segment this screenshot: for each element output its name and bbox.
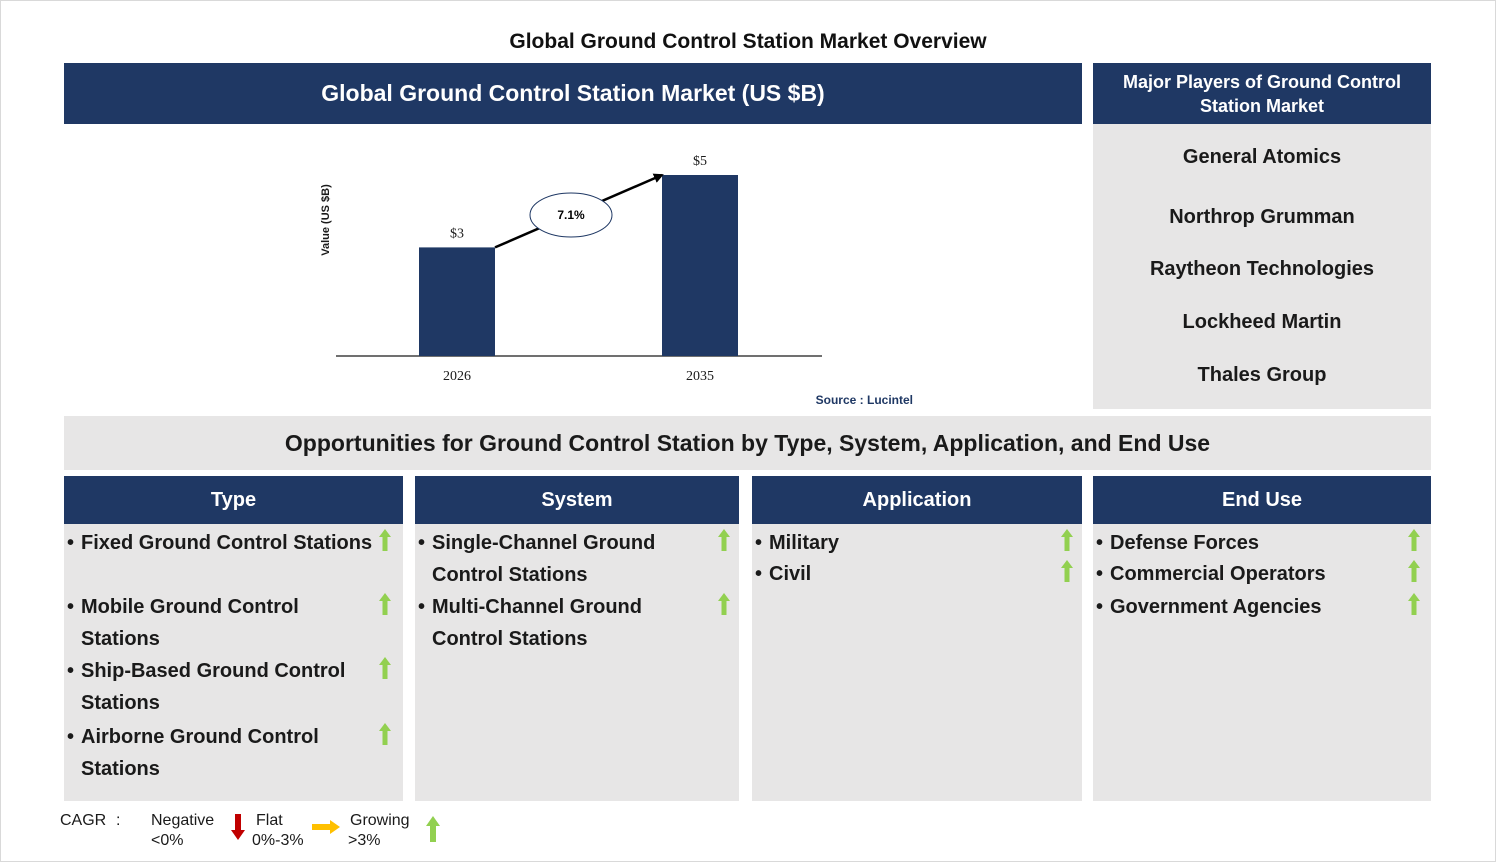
bullet-icon: • (1096, 532, 1104, 554)
cagr-bubble (529, 192, 613, 238)
chart-header: Global Ground Control Station Market (US… (64, 63, 1082, 124)
column-header-end-use: End Use (1093, 476, 1431, 524)
trend-up-arrow-icon (379, 723, 391, 745)
column-header-type: Type (64, 476, 403, 524)
y-axis-label: Value (US $B) (320, 184, 332, 256)
trend-up-arrow-icon (1061, 560, 1073, 582)
opportunities-banner: Opportunities for Ground Control Station… (64, 416, 1431, 470)
list-item: • Mobile Ground Control Stations (64, 591, 374, 655)
column-panel: • Defense Forces • Commercial Operators • Gov… (1093, 524, 1431, 801)
bar-value-label: $5 (693, 154, 707, 169)
players-panel: General Atomics Northrop Grumman Raytheo… (1093, 124, 1431, 409)
bullet-icon: • (67, 660, 75, 682)
column-panel: • Fixed Ground Control Stations • Mobile Gr… (64, 524, 403, 801)
cagr-legend: CAGR : Negative <0% Flat 0%-3% Growing >… (60, 810, 480, 855)
bullet-icon: • (67, 726, 75, 748)
legend-separator: : (116, 812, 121, 829)
legend-flat-range: 0%-3% (252, 832, 304, 849)
column-panel: • Single-Channel Ground Control Stations •… (415, 524, 739, 801)
list-item: • Ship-Based Ground Control Stations (64, 655, 374, 719)
cagr-label: 7.1% (557, 208, 585, 222)
list-item-text: Ship-Based Ground Control Stations (81, 660, 346, 714)
list-item-text: Defense Forces (1110, 532, 1259, 554)
list-item: • Airborne Ground Control Stations (64, 721, 374, 785)
x-tick-label: 2026 (443, 369, 471, 384)
market-bar-chart: Value (US $B) $3 2026 $5 2035 7.1% Source :… (320, 154, 913, 407)
legend-cagr-label: CAGR (60, 812, 107, 829)
up-arrow-icon (426, 816, 440, 842)
trend-up-arrow-icon (1408, 529, 1420, 551)
legend-negative-range: <0% (151, 832, 184, 849)
trend-up-arrow-icon (718, 593, 730, 615)
down-arrow-icon (231, 814, 245, 840)
bullet-icon: • (1096, 563, 1104, 585)
legend-growing-label: Growing (350, 812, 410, 829)
legend-growing-range: >3% (348, 832, 381, 849)
player-item: Lockheed Martin (1182, 311, 1342, 333)
bar-value-label: $3 (450, 226, 464, 241)
bullet-icon: • (1096, 596, 1104, 618)
legend-flat-label: Flat (256, 812, 283, 829)
list-item-text: Single-Channel Ground Control Stations (432, 532, 656, 586)
list-item-text: Government Agencies (1110, 596, 1322, 618)
bullet-icon: • (67, 596, 75, 618)
list-item-text: Multi-Channel Ground Control Stations (432, 596, 642, 650)
bullet-icon: • (418, 532, 426, 554)
list-item-text: Fixed Ground Control Stations (81, 532, 373, 554)
player-item: Raytheon Technologies (1149, 258, 1375, 280)
trend-up-arrow-icon (1408, 593, 1420, 615)
bar-2035 (662, 175, 738, 356)
column-panel: • Military • Civil (752, 524, 1082, 801)
trend-up-arrow-icon (1061, 529, 1073, 551)
list-item: • Defense Forces (1093, 527, 1403, 559)
trend-up-arrow-icon (1408, 560, 1420, 582)
list-item: • Government Agencies (1093, 591, 1403, 623)
list-item-text: Airborne Ground Control Stations (81, 726, 319, 780)
column-header-application: Application (752, 476, 1082, 524)
list-item-text: Mobile Ground Control Stations (81, 596, 299, 650)
bar-2026 (419, 247, 495, 356)
source-label: Source : Lucintel (816, 393, 913, 407)
list-item: • Military (752, 527, 1056, 559)
trend-up-arrow-icon (379, 593, 391, 615)
list-item: • Fixed Ground Control Stations (64, 527, 374, 559)
player-item: Thales Group (1197, 364, 1327, 386)
bullet-icon: • (418, 596, 426, 618)
list-item: • Multi-Channel Ground Control Stations (415, 591, 713, 655)
trend-up-arrow-icon (379, 657, 391, 679)
column-header-system: System (415, 476, 739, 524)
list-item-text: Commercial Operators (1110, 563, 1326, 585)
player-item: General Atomics (1182, 146, 1342, 168)
list-item: • Commercial Operators (1093, 558, 1403, 590)
bullet-icon: • (755, 532, 763, 554)
bullet-icon: • (67, 532, 75, 554)
list-item: • Single-Channel Ground Control Stations (415, 527, 713, 591)
list-item-text: Civil (769, 563, 812, 585)
x-tick-label: 2035 (686, 369, 714, 384)
bullet-icon: • (755, 563, 763, 585)
players-header: Major Players of Ground Control Station … (1093, 63, 1431, 124)
list-item: • Civil (752, 558, 1056, 590)
legend-negative-label: Negative (151, 812, 215, 829)
page-title: Global Ground Control Station Market Ove… (509, 30, 987, 53)
list-item-text: Military (769, 532, 840, 554)
right-arrow-icon (312, 820, 340, 834)
trend-up-arrow-icon (718, 529, 730, 551)
player-item: Northrop Grumman (1169, 206, 1355, 228)
trend-up-arrow-icon (379, 529, 391, 551)
